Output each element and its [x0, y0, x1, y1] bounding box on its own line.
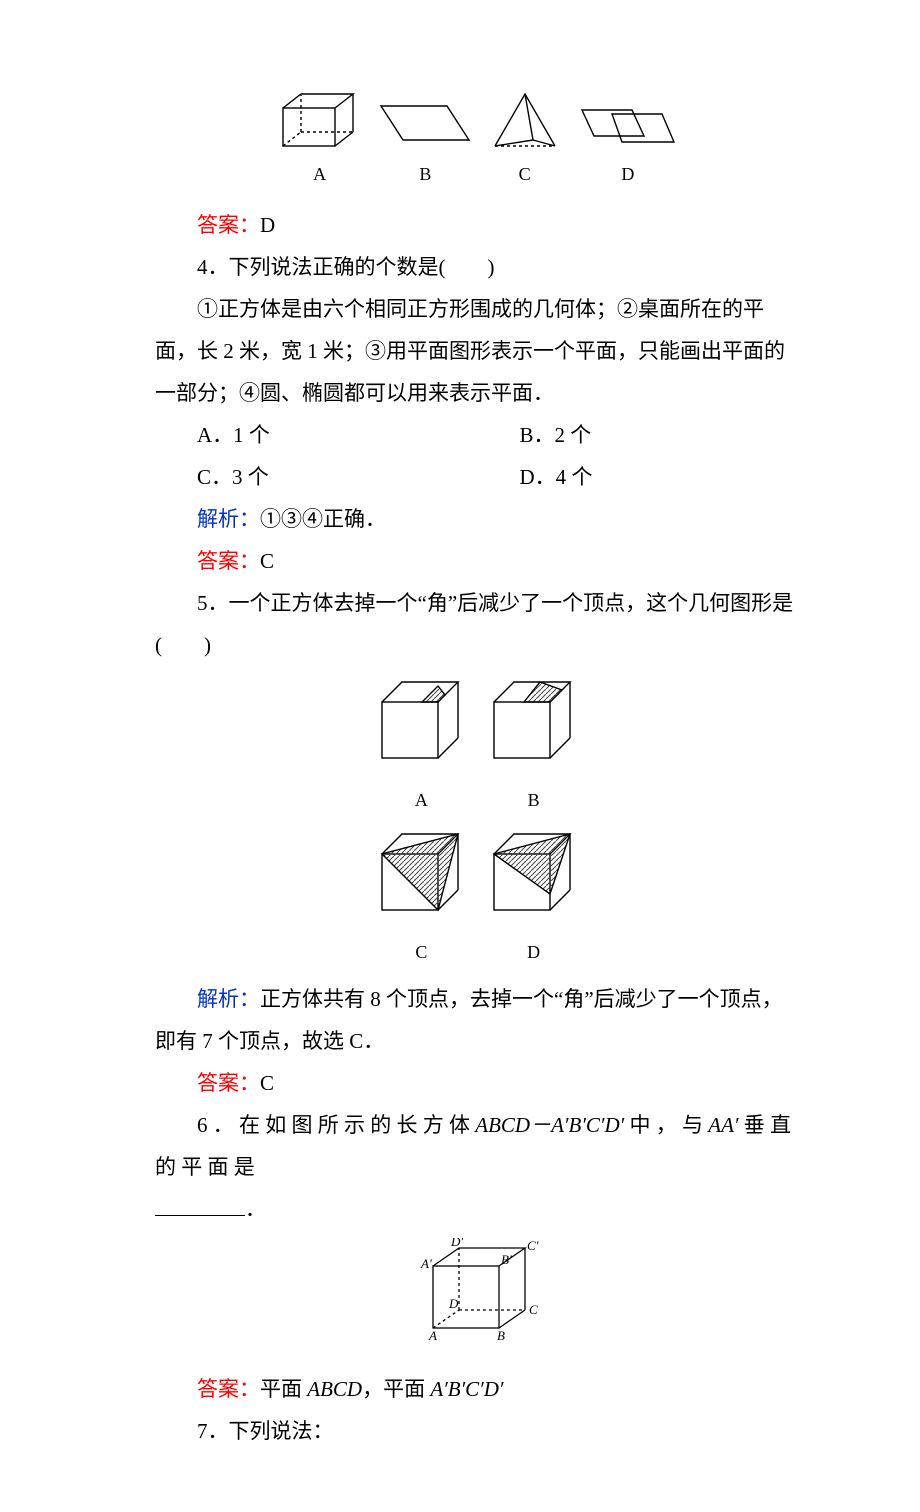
q6-label-B: B: [497, 1328, 505, 1343]
q5-figures: A B: [155, 674, 800, 972]
q3-answer: D: [260, 213, 275, 237]
q5-fig-a: A: [374, 674, 469, 818]
q5-fig-a-cap: A: [374, 782, 469, 818]
q6-stem: 6 ． 在 如 图 所 示 的 长 方 体 ABCD－A′B′C′D′ 中 ， …: [155, 1104, 800, 1188]
q6-stem-mid: 中 ， 与: [624, 1113, 708, 1137]
q3-fig-c: C: [489, 90, 561, 192]
q6-cuboid: ABCD－A′B′C′D′: [475, 1113, 624, 1137]
q5-explain-line: 解析：正方体共有 8 个顶点，去掉一个“角”后减少了一个顶点，即有 7 个顶点，…: [155, 978, 800, 1062]
q6-edge: AA′: [708, 1113, 738, 1137]
q6-stem-pre: 6 ． 在 如 图 所 示 的 长 方 体: [197, 1113, 475, 1137]
q4-explain: ①③④正确．: [260, 507, 386, 531]
q6-label-Dp: D′: [450, 1238, 463, 1249]
q6-label-C: C: [529, 1302, 538, 1317]
q3-fig-a-cap: A: [277, 156, 362, 192]
q6-ans-sep: ，平面: [362, 1377, 430, 1401]
q3-fig-b: B: [379, 90, 471, 192]
q3-figures: A B C: [155, 90, 800, 194]
q5-stem: 5．一个正方体去掉一个“角”后减少了一个顶点，这个几何图形是( ): [155, 582, 800, 666]
q6-label-A: A: [428, 1328, 437, 1343]
explain-label: 解析：: [197, 987, 260, 1011]
q6-label-Cp: C′: [527, 1238, 539, 1253]
q5-fig-b: B: [486, 674, 581, 818]
answer-label: 答案：: [197, 213, 260, 237]
q6-ans-pre: 平面: [260, 1377, 307, 1401]
q6-label-Ap: A′: [420, 1256, 432, 1271]
answer-label: 答案：: [197, 1071, 260, 1095]
q3-fig-d-cap: D: [578, 156, 678, 192]
q4-answer-line: 答案：C: [155, 540, 800, 582]
q5-fig-c-cap: C: [374, 934, 469, 970]
q6-answer-line: 答案：平面 ABCD，平面 A′B′C′D′: [155, 1368, 800, 1410]
q5-answer: C: [260, 1071, 274, 1095]
q4-explain-line: 解析：①③④正确．: [155, 498, 800, 540]
fill-blank: [155, 1192, 245, 1216]
q6-label-Bp: B′: [501, 1252, 512, 1267]
q4-opt-d: D．4 个: [478, 456, 801, 498]
q3-fig-b-cap: B: [379, 156, 471, 192]
answer-label: 答案：: [197, 1377, 260, 1401]
q3-fig-c-cap: C: [489, 156, 561, 192]
q4-opt-a: A．1 个: [155, 414, 478, 456]
q6-blank-line: ．: [155, 1188, 800, 1230]
q6-figure: A B C D A′ B′ C′ D′: [155, 1238, 800, 1362]
q3-fig-a: A: [277, 90, 362, 192]
q6-label-D: D: [448, 1296, 459, 1311]
q7-stem: 7．下列说法：: [155, 1410, 800, 1452]
explain-label: 解析：: [197, 507, 260, 531]
q5-fig-d: D: [486, 826, 581, 970]
q5-fig-b-cap: B: [486, 782, 581, 818]
q4-opt-b: B．2 个: [478, 414, 801, 456]
q5-fig-d-cap: D: [486, 934, 581, 970]
q5-fig-c: C: [374, 826, 469, 970]
q5-answer-line: 答案：C: [155, 1062, 800, 1104]
q4-stem: 4．下列说法正确的个数是( ): [155, 246, 800, 288]
q4-opt-c: C．3 个: [155, 456, 478, 498]
q3-fig-d: D: [578, 90, 678, 192]
q4-body: ①正方体是由六个相同正方形围成的几何体；②桌面所在的平面，长 2 米，宽 1 米…: [155, 288, 800, 414]
q4-answer: C: [260, 549, 274, 573]
q3-answer-line: 答案：D: [155, 204, 800, 246]
answer-label: 答案：: [197, 549, 260, 573]
q6-ans-p2: A′B′C′D′: [430, 1377, 503, 1401]
q4-options: A．1 个 B．2 个 C．3 个 D．4 个: [155, 414, 800, 498]
q6-ans-p1: ABCD: [307, 1377, 362, 1401]
